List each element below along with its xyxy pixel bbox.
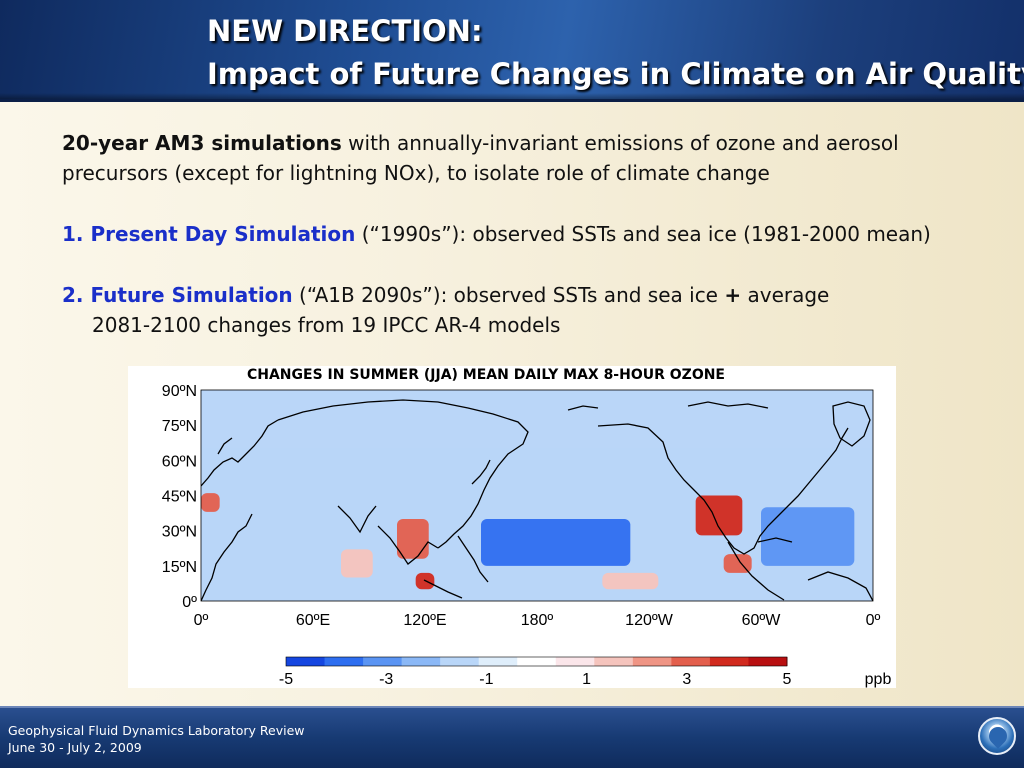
colorbar-tick-label: 3 bbox=[682, 671, 691, 688]
heatmap-region-9 bbox=[761, 507, 855, 566]
x-tick-label: 60ºW bbox=[742, 612, 782, 629]
colorbar-segment bbox=[478, 657, 518, 666]
colorbar-segment bbox=[517, 657, 557, 666]
colorbar-segment bbox=[632, 657, 672, 666]
x-tick-label: 180º bbox=[521, 612, 554, 629]
am3-label: 20-year AM3 simulations bbox=[62, 131, 342, 155]
chart-title: CHANGES IN SUMMER (JJA) MEAN DAILY MAX 8… bbox=[246, 367, 725, 383]
x-tick-label: 0º bbox=[866, 612, 881, 629]
p2-text: (“1990s”): observed SSTs and sea ice (19… bbox=[355, 222, 931, 246]
plus-sign: + bbox=[724, 283, 742, 307]
header-bar: NEW DIRECTION: Impact of Future Changes … bbox=[0, 0, 1024, 102]
paragraph-1-line-2: precursors (except for lightning NOx), t… bbox=[62, 161, 770, 185]
slide-title: NEW DIRECTION: Impact of Future Changes … bbox=[207, 10, 1024, 96]
heatmap-region-7 bbox=[481, 518, 631, 566]
colorbar-segment bbox=[594, 657, 634, 666]
colorbar-segment bbox=[671, 657, 711, 666]
colorbar-tick-label: 5 bbox=[783, 671, 792, 688]
paragraph-3: 2. Future Simulation (“A1B 2090s”): obse… bbox=[62, 280, 962, 310]
heatmap-region-3 bbox=[341, 549, 373, 578]
heatmap-region-4 bbox=[201, 493, 220, 512]
footer-line-2: June 30 - July 2, 2009 bbox=[8, 740, 142, 755]
colorbar-segment bbox=[748, 657, 788, 666]
body-text: 20-year AM3 simulations with annually-in… bbox=[62, 128, 962, 340]
paragraph-1: 20-year AM3 simulations with annually-in… bbox=[62, 128, 962, 158]
title-line-1: NEW DIRECTION: bbox=[207, 14, 483, 48]
footer-text: Geophysical Fluid Dynamics Laboratory Re… bbox=[8, 722, 304, 756]
x-tick-label: 120ºE bbox=[403, 612, 446, 629]
colorbar-tick-label: -3 bbox=[379, 671, 393, 688]
y-tick-label: 15ºN bbox=[162, 559, 197, 576]
colorbar-segment bbox=[555, 657, 595, 666]
heatmap-region-6 bbox=[602, 572, 659, 590]
footer-line-1: Geophysical Fluid Dynamics Laboratory Re… bbox=[8, 723, 305, 738]
paragraph-3-line-2: 2081-2100 changes from 19 IPCC AR-4 mode… bbox=[92, 313, 561, 337]
future-label: 2. Future Simulation bbox=[62, 283, 293, 307]
title-line-2: Impact of Future Changes in Climate on A… bbox=[207, 57, 1024, 91]
colorbar-tick-label: -1 bbox=[479, 671, 493, 688]
x-tick-label: 0º bbox=[194, 612, 209, 629]
paragraph-2: 1. Present Day Simulation (“1990s”): obs… bbox=[62, 219, 962, 249]
colorbar-segment bbox=[324, 657, 364, 666]
colorbar-segment bbox=[286, 657, 326, 666]
colorbar-tick-label: -5 bbox=[279, 671, 293, 688]
present-day-label: 1. Present Day Simulation bbox=[62, 222, 356, 246]
colorbar-unit: ppb bbox=[865, 671, 892, 688]
y-tick-label: 45ºN bbox=[162, 489, 197, 506]
colorbar-segment bbox=[709, 657, 749, 666]
colorbar-segment bbox=[401, 657, 441, 666]
y-tick-label: 90ºN bbox=[162, 383, 197, 400]
colorbar-border bbox=[285, 656, 788, 667]
colorbar-segment bbox=[440, 657, 480, 666]
y-tick-label: 30ºN bbox=[162, 524, 197, 541]
x-tick-label: 120ºW bbox=[625, 612, 674, 629]
ozone-change-map: 0º 60ºE 120ºE 180º 120ºW 60ºW 0º 90ºN 75ºN 60ºN 45… bbox=[162, 383, 892, 688]
heatmap-region-8 bbox=[201, 390, 873, 449]
y-tick-label: 75ºN bbox=[162, 418, 197, 435]
p1-text: with annually-invariant emissions of ozo… bbox=[341, 131, 899, 155]
y-tick-label: 60ºN bbox=[162, 453, 197, 470]
heatmap-region-0 bbox=[695, 495, 743, 536]
p3-text-2: average bbox=[741, 283, 830, 307]
colorbar-tick-label: 1 bbox=[582, 671, 591, 688]
heatmap-region-1 bbox=[397, 518, 429, 559]
footer-bar: Geophysical Fluid Dynamics Laboratory Re… bbox=[0, 706, 1024, 768]
x-tick-label: 60ºE bbox=[296, 612, 330, 629]
noaa-logo-icon bbox=[978, 717, 1016, 755]
y-tick-label: 0º bbox=[182, 594, 197, 611]
colorbar-segment bbox=[363, 657, 403, 666]
p3-text: (“A1B 2090s”): observed SSTs and sea ice bbox=[292, 283, 725, 307]
ozone-map-figure: 0º 60ºE 120ºE 180º 120ºW 60ºW 0º 90ºN 75ºN 60ºN 45… bbox=[128, 366, 896, 688]
